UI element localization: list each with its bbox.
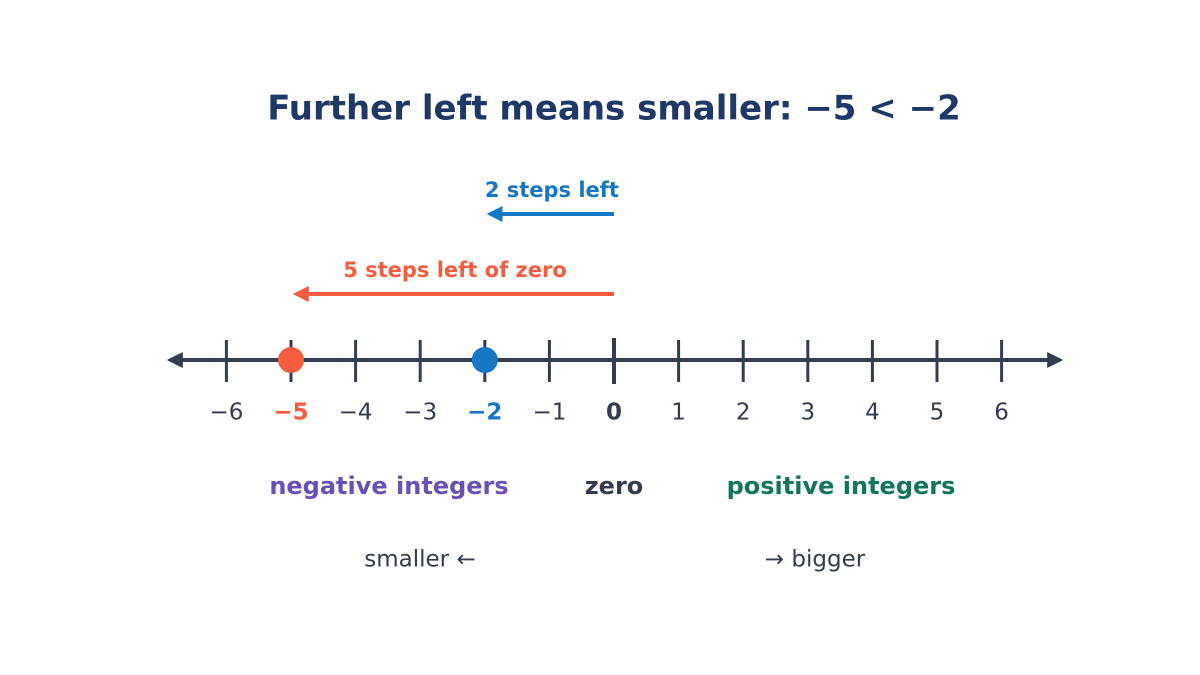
point [471, 347, 498, 373]
ticks: −6 −5 −4 −3 −2 −1 0 1 2 3 4 5 6 [209, 338, 1009, 426]
point [278, 347, 304, 373]
tick-label: 5 [930, 400, 945, 426]
tick-label: 4 [865, 400, 880, 426]
region-label: zero [585, 472, 644, 500]
tick-label: −2 [467, 400, 502, 426]
tick-label: 6 [994, 400, 1009, 426]
tick-label: −6 [209, 400, 243, 426]
tick-label: −5 [273, 400, 308, 426]
arrows: 2 steps left 5 steps left of zero [292, 178, 619, 302]
direction-label: smaller ← [364, 547, 475, 573]
region-label: positive integers [727, 472, 956, 500]
tick-label: −4 [339, 400, 373, 426]
arrow-label: 2 steps left [485, 178, 619, 202]
tick-label: −1 [532, 400, 566, 426]
tick-label: 2 [736, 400, 751, 426]
tick-label: 0 [606, 400, 622, 426]
tick-label: −3 [403, 400, 437, 426]
arrow-label: 5 steps left of zero [343, 258, 567, 282]
points [278, 347, 498, 373]
direction-label: → bigger [765, 547, 866, 573]
region-label: negative integers [269, 472, 508, 500]
tick-label: 3 [800, 400, 815, 426]
title: Further left means smaller: −5 < −2 [267, 89, 961, 129]
tick-label: 1 [671, 400, 686, 426]
